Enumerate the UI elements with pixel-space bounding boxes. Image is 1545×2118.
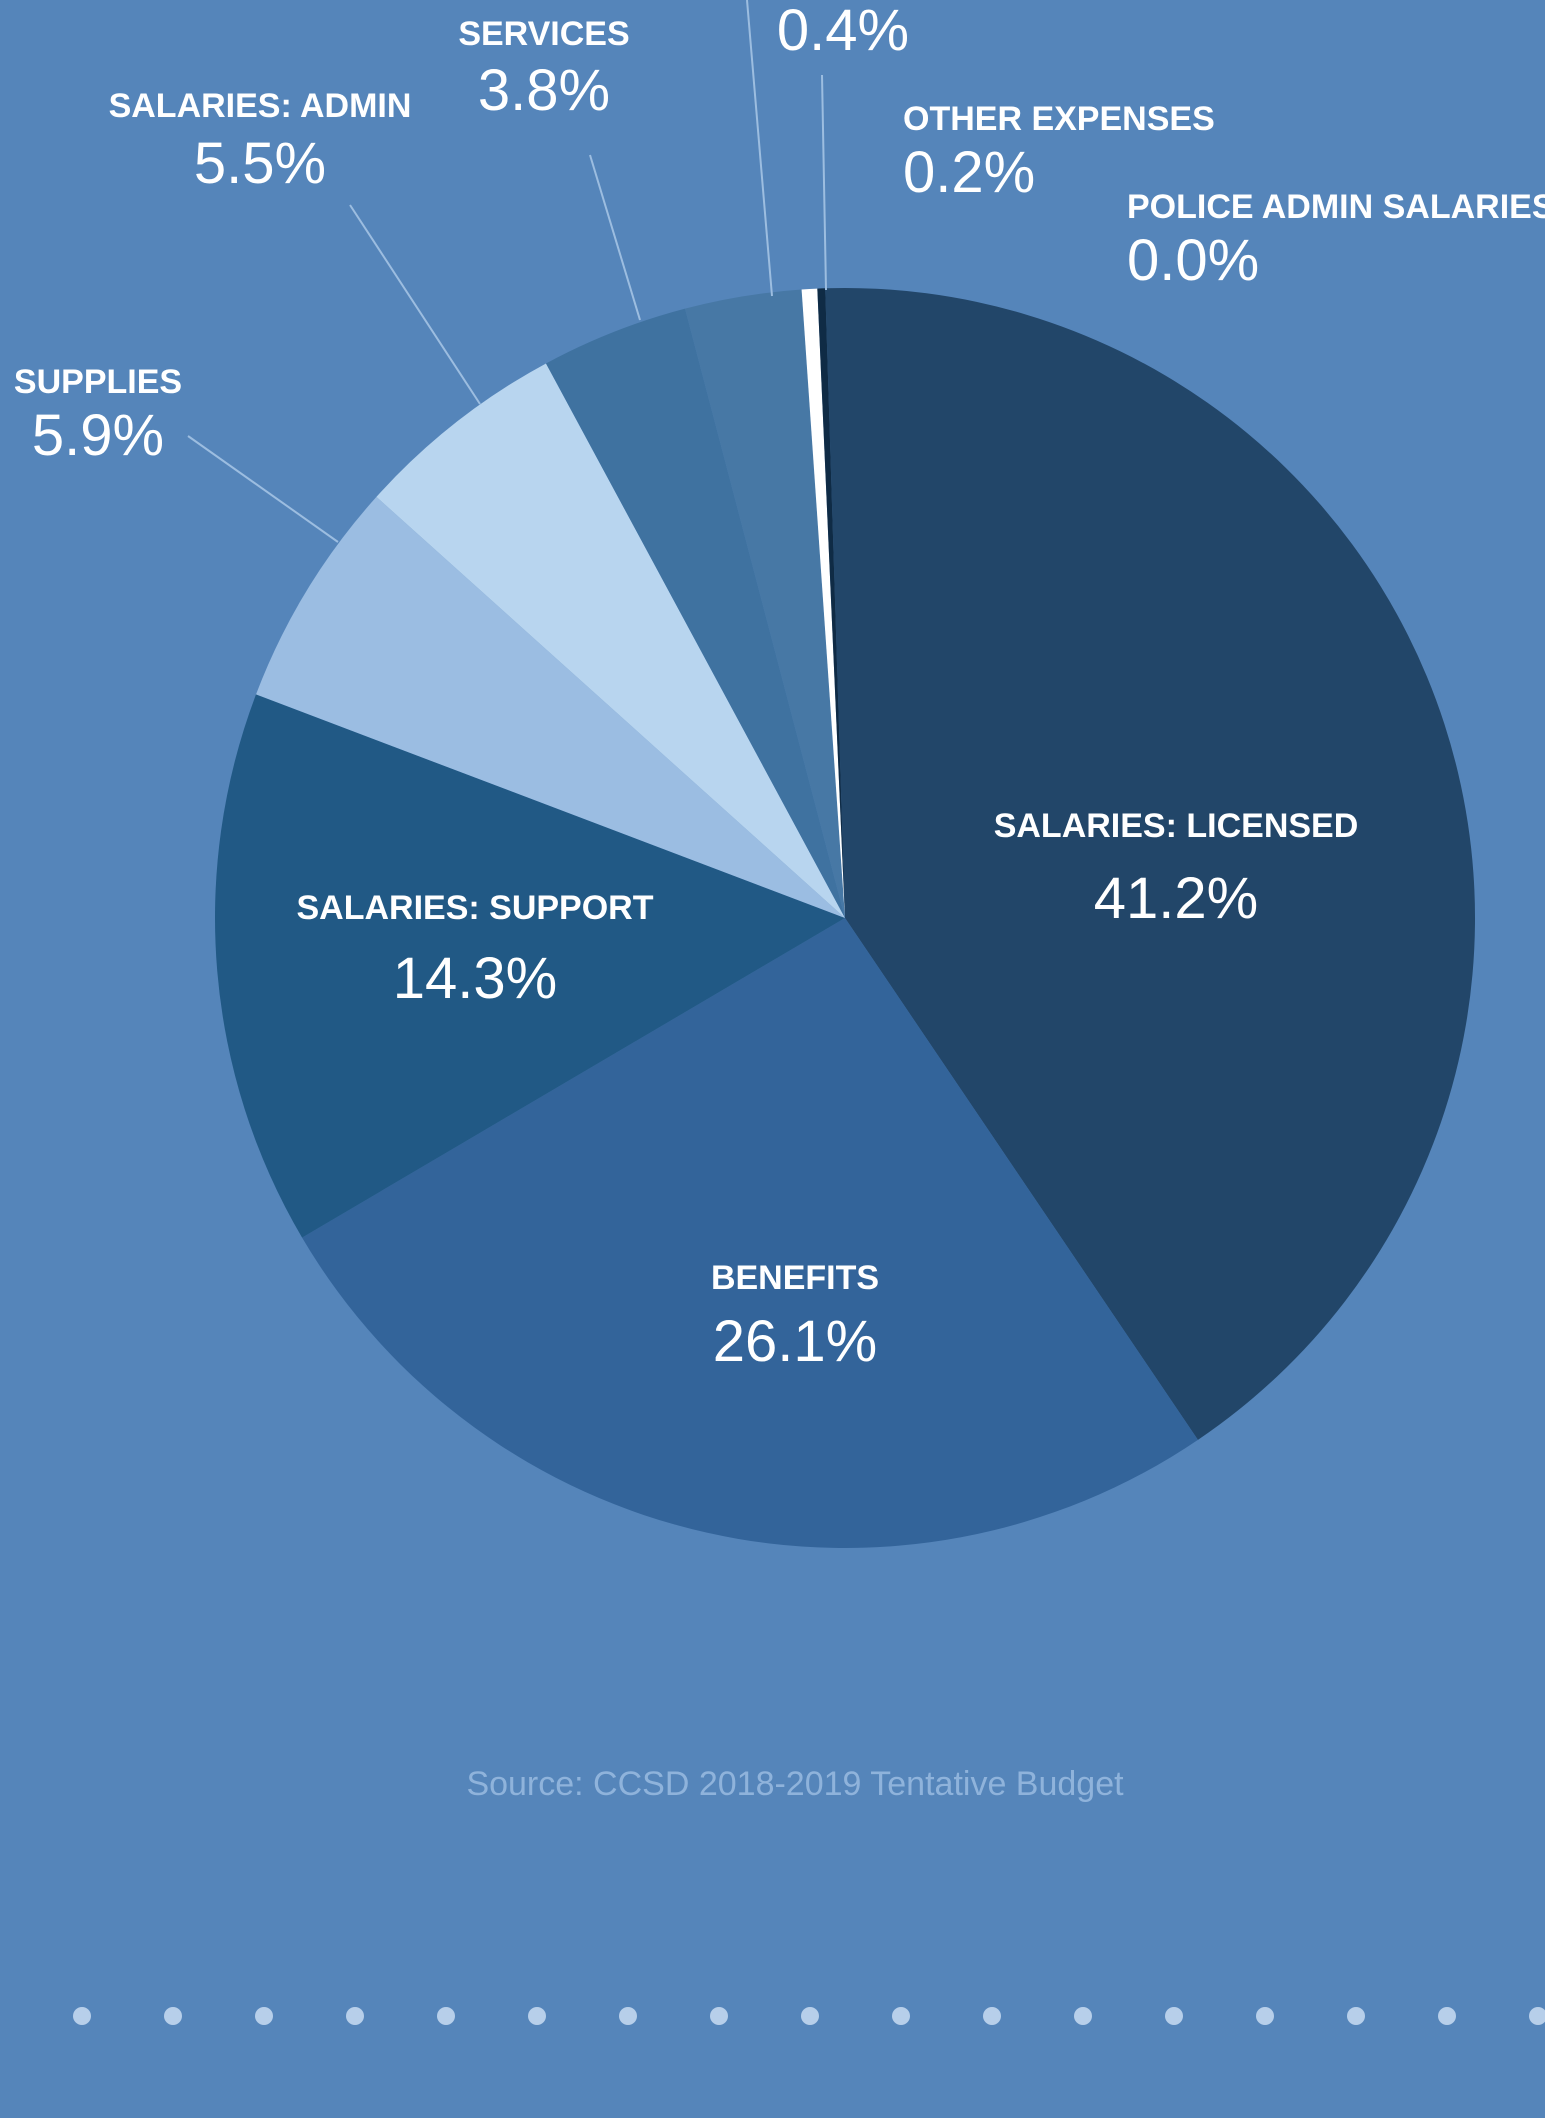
slice-value-other-expenses: 0.2%	[903, 140, 1035, 205]
divider-dot	[528, 2007, 546, 2025]
slice-label-supplies: SUPPLIES	[14, 363, 182, 401]
slice-value-salaries-support: 14.3%	[393, 946, 557, 1011]
divider-dot	[983, 2007, 1001, 2025]
slice-label-police-admin-salaries: POLICE ADMIN SALARIES	[1127, 188, 1545, 226]
slice-labels: SALARIES: LICENSED 41.2% BENEFITS 26.1% SALA…	[14, 0, 1545, 1374]
divider-dot	[1438, 2007, 1456, 2025]
leader-line	[821, 74, 827, 291]
pie-slice-other-expenses	[817, 288, 845, 918]
leader-line	[589, 154, 641, 321]
pie-slices	[214, 287, 1476, 1549]
divider-dot	[73, 2007, 91, 2025]
divider-dot	[710, 2007, 728, 2025]
pie-slice-unlabeled-7	[801, 288, 845, 918]
divider-dot	[255, 2007, 273, 2025]
source-note: Source: CCSD 2018-2019 Tentative Budget	[466, 1765, 1124, 1803]
dotted-divider	[73, 2007, 1545, 2025]
slice-value-salaries-admin: 5.5%	[194, 131, 326, 196]
pie-slice-supplies	[256, 496, 845, 918]
slice-label-services: SERVICES	[458, 15, 629, 53]
slice-label-other-expenses: OTHER EXPENSES	[903, 100, 1215, 138]
slice-value-benefits: 26.1%	[713, 1309, 877, 1374]
slice-label-salaries-licensed: SALARIES: LICENSED	[994, 807, 1359, 845]
divider-dot	[1165, 2007, 1183, 2025]
pie-slice-salaries-support	[214, 694, 845, 1238]
slice-value-police-admin-salaries: 0.0%	[1127, 228, 1259, 293]
leader-line	[349, 204, 481, 405]
divider-dot	[1256, 2007, 1274, 2025]
slice-value-supplies: 5.9%	[32, 403, 164, 468]
divider-dot	[164, 2007, 182, 2025]
slice-label-salaries-support: SALARIES: SUPPORT	[296, 889, 653, 927]
pie-slice-benefits	[302, 918, 1198, 1549]
leader-line	[187, 435, 339, 543]
divider-dot	[1074, 2007, 1092, 2025]
pie-slice-unlabeled-6	[685, 289, 845, 918]
leader-line	[746, 0, 773, 297]
slice-value-services: 3.8%	[478, 58, 610, 123]
pie-slice-salaries-admin	[376, 363, 845, 919]
slice-label-benefits: BENEFITS	[711, 1259, 879, 1297]
pie-slice-salaries-licensed	[825, 287, 1476, 1440]
leader-lines	[187, 0, 827, 543]
slice-value-slice-7: 0.4%	[777, 0, 909, 63]
divider-dot	[892, 2007, 910, 2025]
divider-dot	[619, 2007, 637, 2025]
divider-dot	[801, 2007, 819, 2025]
pie-slice-services	[546, 308, 845, 918]
divider-dot	[1347, 2007, 1365, 2025]
divider-dot	[437, 2007, 455, 2025]
slice-value-salaries-licensed: 41.2%	[1094, 866, 1258, 931]
divider-dot	[346, 2007, 364, 2025]
slice-label-salaries-admin: SALARIES: ADMIN	[109, 87, 412, 125]
divider-dot	[1529, 2007, 1545, 2025]
